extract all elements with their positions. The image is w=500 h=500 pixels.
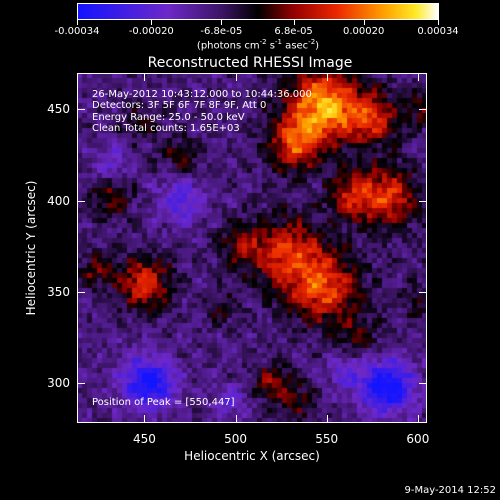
heatmap-image [77, 73, 427, 423]
colorbar-tick [221, 20, 223, 25]
clean-counts-annotation: Clean Total counts: 1.65E+03 [92, 123, 240, 134]
energy-range-annotation: Energy Range: 25.0 - 50.0 keV [92, 112, 245, 123]
x-tick-top [144, 73, 146, 81]
detectors-annotation: Detectors: 3F 5F 6F 7F 8F 9F, Att 0 [92, 100, 267, 111]
colorbar-tick-label: -0.00034 [54, 26, 100, 37]
x-axis-label: Heliocentric X (arcsec) [184, 449, 320, 463]
x-tick-top [417, 73, 419, 81]
y-tick [77, 200, 85, 202]
x-tick-label: 550 [315, 432, 339, 446]
x-tick-label: 450 [132, 432, 156, 446]
y-tick-right [419, 109, 427, 111]
colorbar-unit-label: (photons cm-2 s-1 asec-2) [196, 38, 320, 52]
y-tick-label: 400 [47, 193, 70, 208]
colorbar-tick [151, 20, 153, 25]
plot-frame [77, 73, 427, 423]
y-tick [77, 291, 85, 293]
x-tick [144, 415, 146, 423]
colorbar-tick-label: -0.00020 [128, 26, 174, 37]
colorbar-tick [438, 20, 439, 25]
y-tick-label: 300 [47, 375, 70, 390]
colorbar-tick-label: 0.00020 [342, 26, 385, 37]
x-tick [417, 415, 419, 423]
y-axis-label: Heliocentric Y (arcsec) [24, 180, 38, 316]
colorbar-tick-label: 0.00034 [417, 26, 459, 37]
colorbar-tick-label: -6.8e-05 [200, 26, 243, 37]
time-range-annotation: 26-May-2012 10:43:12.000 to 10:44:36.000 [92, 89, 312, 100]
y-tick-label: 450 [47, 102, 70, 117]
y-tick-right [419, 382, 427, 384]
y-tick-right [419, 200, 427, 202]
colorbar-tick [363, 20, 365, 25]
colorbar-tick [293, 20, 295, 25]
y-tick-label: 350 [47, 284, 70, 299]
plot-area: 26-May-2012 10:43:12.000 to 10:44:36.000… [77, 73, 427, 423]
x-tick [326, 415, 328, 423]
colorbar-tick [77, 20, 78, 25]
x-tick [235, 415, 237, 423]
colorbar-tick-label: 6.8e-05 [274, 26, 313, 37]
x-tick-top [235, 73, 237, 81]
x-tick-top [326, 73, 328, 81]
y-tick [77, 109, 85, 111]
footer-date: 9-May-2014 12:52 [404, 485, 496, 496]
y-tick [77, 382, 85, 384]
chart-title: Reconstructed RHESSI Image [147, 55, 353, 71]
y-tick-right [419, 291, 427, 293]
x-tick-label: 500 [224, 432, 248, 446]
x-tick-label: 600 [406, 432, 430, 446]
peak-position-annotation: Position of Peak = [550,447] [92, 397, 235, 408]
colorbar [77, 3, 439, 20]
